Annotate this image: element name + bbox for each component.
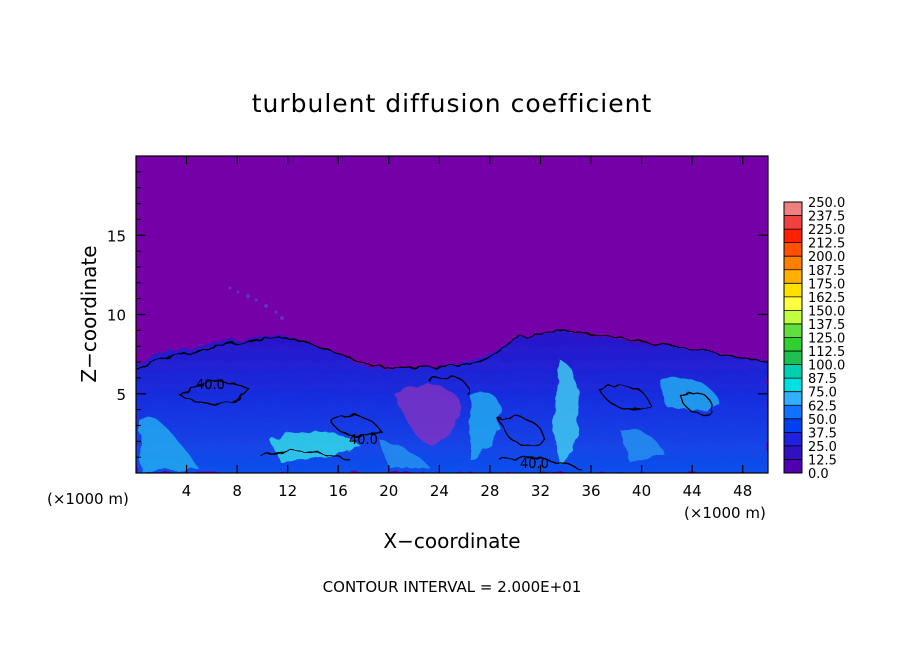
colorbar-swatch [784,351,802,366]
contour-label: 40.0 [349,433,378,448]
colorbar-swatch [784,256,802,271]
colorbar-label: 50.0 [808,413,837,428]
colorbar-swatch [784,215,802,230]
contour-interval-footer: CONTOUR INTERVAL = 2.000E+01 [323,578,582,596]
plot-area [136,156,768,473]
colorbar-swatch [784,242,802,257]
colorbar-swatch [784,323,802,338]
colorbar-label: 250.0 [808,196,845,211]
colorbar-swatch [784,337,802,352]
colorbar-swatch [784,283,802,298]
x-tick-label: 44 [683,482,702,500]
colorbar-swatch [784,445,802,460]
x-tick-label: 24 [430,482,449,500]
colorbar-label: 100.0 [808,359,845,374]
colorbar-label: 75.0 [808,386,837,401]
colorbar-label: 175.0 [808,277,845,292]
colorbar-swatch [784,269,802,284]
colorbar-swatch [784,418,802,433]
x-tick-label: 4 [182,482,192,500]
contour-lines [136,331,768,469]
x-tick-label: 16 [329,482,348,500]
colorbar-swatch [784,202,802,217]
colorbar-label: 12.5 [808,453,837,468]
x-tick-label: 40 [632,482,651,500]
colorbar-swatch [784,405,802,420]
colorbar-label: 62.5 [808,399,837,414]
y-tick-label: 15 [107,227,126,245]
colorbar-label: 200.0 [808,250,845,265]
y-tick-label: 10 [107,307,126,325]
x-tick-label: 28 [480,482,499,500]
colorbar-label: 37.5 [808,426,837,441]
purple-core [395,384,461,445]
x-tick-label: 32 [531,482,550,500]
colorbar-swatch [784,296,802,311]
colorbar-label: 150.0 [808,304,845,319]
colorbar-label: 0.0 [808,467,829,482]
x-tick-label: 36 [581,482,600,500]
colorbar: 250.0237.5225.0212.5200.0187.5175.0162.5… [783,196,845,482]
contour-label: 40.0 [196,378,225,393]
x-tick-label: 8 [232,482,242,500]
colorbar-label: 125.0 [808,332,845,347]
y-axis-label: Z−coordinate [77,245,101,382]
colorbar-swatch [784,391,802,406]
colorbar-label: 237.5 [808,210,845,225]
speckles [228,286,284,320]
x-tick-label: 20 [379,482,398,500]
y-axis: 5 10 15 [107,171,768,458]
contour-label: 40.0 [520,457,549,472]
colorbar-label: 212.5 [808,237,845,252]
x-tick-label: 12 [278,482,297,500]
colorbar-swatch [784,229,802,244]
x-unit-right: (×1000 m) [684,504,766,522]
colorbar-label: 225.0 [808,223,845,238]
colorbar-label: 162.5 [808,291,845,306]
colorbar-swatch [784,310,802,325]
colorbar-label: 137.5 [808,318,845,333]
colorbar-label: 187.5 [808,264,845,279]
colorbar-swatch [784,378,802,393]
x-axis-label: X−coordinate [383,529,520,553]
x-unit-left: (×1000 m) [47,490,129,508]
colorbar-swatch [784,432,802,447]
x-tick-label: 48 [733,482,752,500]
colorbar-label: 112.5 [808,345,845,360]
y-tick-label: 5 [116,386,126,404]
colorbar-label: 25.0 [808,440,837,455]
x-axis: 4 8 12 16 20 24 28 32 36 40 44 48 [182,156,752,500]
chart-title: turbulent diffusion coefficient [252,89,653,118]
cyan-streaks [140,360,720,470]
colorbar-swatch [784,459,802,474]
colorbar-label: 87.5 [808,372,837,387]
colorbar-swatch [784,364,802,379]
